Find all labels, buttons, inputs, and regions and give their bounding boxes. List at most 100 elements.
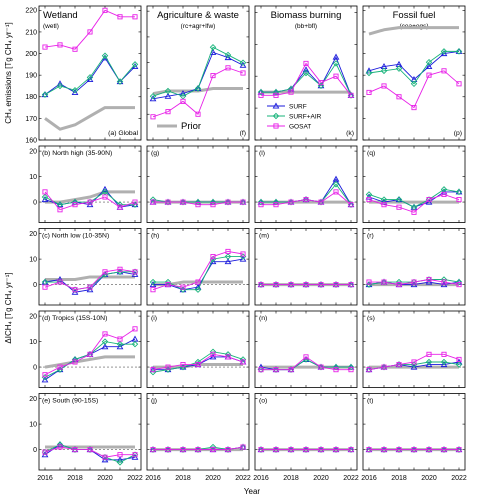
point-gosat <box>348 202 354 208</box>
panel-frame <box>146 393 250 471</box>
point-gosat <box>165 447 171 453</box>
point-gosat <box>102 331 108 337</box>
point-gosat <box>117 14 123 20</box>
point-gosat <box>240 359 246 365</box>
panel-label: (g) <box>151 150 159 157</box>
panel-global-fossil-fuel: (p) <box>362 5 466 141</box>
point-surf-air <box>179 92 187 100</box>
point-gosat <box>180 362 186 368</box>
point-gosat <box>240 70 246 76</box>
point-gosat <box>180 98 186 104</box>
panel-label: (t) <box>367 398 373 405</box>
y-tick-label: 180 <box>25 94 37 101</box>
panel-north-high-agriculture-waste: (g) <box>146 145 250 223</box>
panel-south-biomass-burning: 2016 2018 2020 2022 (o) <box>253 393 359 482</box>
point-gosat <box>180 447 186 453</box>
point-gosat <box>72 46 78 52</box>
point-surf-air <box>194 85 202 92</box>
point-surf-air <box>440 358 448 366</box>
point-surf-air <box>425 58 433 66</box>
point-gosat <box>333 189 339 195</box>
series-line-gosat <box>152 250 244 291</box>
point-gosat <box>426 351 432 357</box>
point-surf-air <box>257 88 265 96</box>
point-gosat <box>441 447 447 453</box>
point-surf-air <box>131 61 139 68</box>
panel-south-agriculture-waste: 2016 2018 2020 2022 (j) <box>145 393 251 482</box>
x-tick-label: 2018 <box>283 475 299 482</box>
panel-label: (k) <box>346 130 354 137</box>
point-gosat <box>456 447 462 453</box>
point-surf <box>41 196 49 203</box>
panel-label: (q) <box>367 150 375 157</box>
panel-frame <box>362 228 466 306</box>
point-gosat <box>381 202 387 208</box>
point-gosat <box>210 253 216 260</box>
y-tick-label: 0 <box>33 282 37 289</box>
panel-north-low-fossil-fuel: (r) <box>362 228 466 306</box>
point-surf-air <box>116 340 124 348</box>
point-gosat <box>381 279 387 285</box>
point-gosat <box>411 105 417 111</box>
point-gosat <box>366 279 372 285</box>
panel-tropics-biomass-burning: (n) <box>254 310 358 388</box>
panel-south-wetland: 2016 2018 2020 2022 0 10 20 (e) South (90-15S) <box>29 393 143 482</box>
point-gosat <box>396 282 402 288</box>
column-title-agriculture-waste: Agriculture & waste <box>157 10 239 21</box>
point-surf <box>425 62 433 70</box>
point-surf-air <box>425 358 433 366</box>
point-surf-air <box>101 52 109 59</box>
series-line-surf-air <box>368 50 459 85</box>
series-line-gosat <box>44 9 135 50</box>
point-gosat <box>240 444 246 450</box>
point-gosat <box>303 60 309 66</box>
point-gosat <box>102 7 108 13</box>
point-surf-air <box>56 82 64 90</box>
point-gosat <box>132 452 138 458</box>
point-gosat <box>318 282 324 288</box>
series-line-surf-air <box>261 62 352 96</box>
point-gosat <box>72 447 78 453</box>
series-line-gosat <box>44 268 136 291</box>
point-gosat <box>102 454 108 460</box>
point-gosat <box>348 92 354 98</box>
point-surf-air <box>116 459 124 466</box>
point-gosat <box>273 92 279 98</box>
y-tick-label: 10 <box>29 257 37 264</box>
point-gosat <box>210 447 216 453</box>
y-tick-label: 20 <box>29 396 37 403</box>
series-line-prior <box>44 355 135 369</box>
point-gosat <box>132 199 138 205</box>
panel-frame <box>38 310 142 388</box>
panel-north-high-fossil-fuel: (q) <box>362 145 466 223</box>
point-gosat <box>258 202 264 208</box>
panel-label: (m) <box>259 233 269 240</box>
legend: Prior SURF SURF+AIR GOSAT <box>157 102 322 132</box>
point-gosat <box>318 199 324 205</box>
point-gosat <box>117 266 123 272</box>
y-axis-title-bottom: ΔICH₄ [Tg CH₄ yr⁻¹] <box>4 272 13 343</box>
point-surf-air <box>395 196 403 203</box>
point-surf <box>257 363 265 370</box>
point-gosat <box>273 367 279 373</box>
point-surf <box>425 361 433 368</box>
point-gosat <box>57 444 63 450</box>
point-gosat <box>42 189 48 195</box>
point-surf <box>131 335 139 342</box>
point-gosat <box>333 447 339 453</box>
point-gosat <box>225 248 231 255</box>
point-gosat <box>288 367 294 373</box>
point-gosat <box>381 83 387 89</box>
panel-frame <box>254 393 358 471</box>
point-surf <box>239 61 247 68</box>
point-surf-air <box>116 78 124 85</box>
point-surf <box>149 95 157 102</box>
series-line-gosat <box>261 62 352 96</box>
y-tick-label: 210 <box>25 29 37 36</box>
legend-marker-gosat <box>273 123 279 129</box>
panel-label: (n) <box>259 315 267 322</box>
series-line-surf-air <box>368 188 460 208</box>
legend-label-prior: Prior <box>181 121 201 132</box>
panel-label: (e) South (90-15S) <box>42 398 98 405</box>
